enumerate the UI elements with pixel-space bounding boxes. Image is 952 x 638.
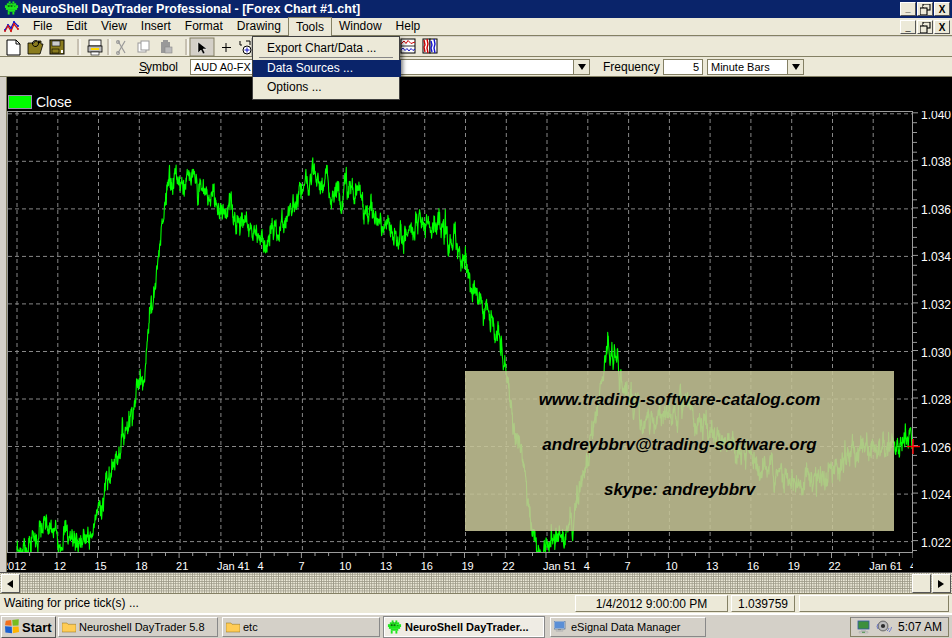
- svg-text:2012: 2012: [7, 560, 26, 572]
- svg-text:13: 13: [706, 560, 718, 572]
- svg-text:7: 7: [298, 560, 304, 572]
- svg-text:22: 22: [502, 560, 514, 572]
- svg-text:Jan 51: Jan 51: [543, 560, 576, 572]
- svg-text:4: 4: [584, 560, 590, 572]
- svg-text:15: 15: [95, 560, 107, 572]
- svg-text:19: 19: [788, 560, 800, 572]
- svg-text:4: 4: [910, 560, 913, 572]
- svg-text:12: 12: [54, 560, 66, 572]
- svg-text:Jan 41: Jan 41: [217, 560, 250, 572]
- svg-text:13: 13: [380, 560, 392, 572]
- svg-text:18: 18: [135, 560, 147, 572]
- svg-text:16: 16: [747, 560, 759, 572]
- svg-text:19: 19: [462, 560, 474, 572]
- svg-text:Jan 61: Jan 61: [869, 560, 902, 572]
- svg-text:21: 21: [176, 560, 188, 572]
- svg-text:7: 7: [625, 560, 631, 572]
- svg-text:16: 16: [421, 560, 433, 572]
- svg-text:4: 4: [258, 560, 264, 572]
- svg-text:10: 10: [665, 560, 677, 572]
- svg-text:10: 10: [339, 560, 351, 572]
- svg-text:22: 22: [829, 560, 841, 572]
